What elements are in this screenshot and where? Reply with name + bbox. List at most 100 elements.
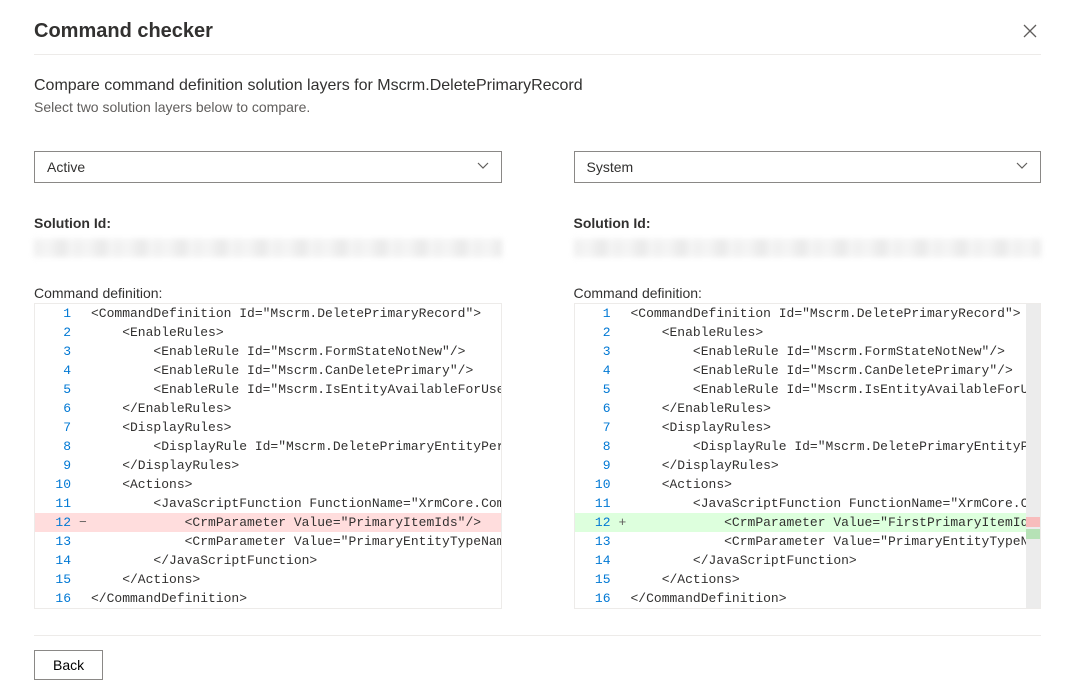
- code-line: 14 </JavaScriptFunction>: [35, 551, 501, 570]
- code-line: 12− <CrmParameter Value="PrimaryItemIds"…: [35, 513, 501, 532]
- dialog-hint: Select two solution layers below to comp…: [34, 99, 1041, 115]
- diff-sign: [79, 380, 91, 399]
- line-number: 15: [35, 570, 79, 589]
- code-line: 16</CommandDefinition>: [35, 589, 501, 608]
- line-number: 7: [35, 418, 79, 437]
- code-line: 8 <DisplayRule Id="Mscrm.DeletePrimaryEn…: [575, 437, 1041, 456]
- line-number: 3: [575, 342, 619, 361]
- left-code-pane: 1<CommandDefinition Id="Mscrm.DeletePrim…: [34, 303, 502, 609]
- code-line: 13 <CrmParameter Value="PrimaryEntityTyp…: [575, 532, 1041, 551]
- line-number: 11: [35, 494, 79, 513]
- diff-sign: [79, 361, 91, 380]
- line-number: 6: [575, 399, 619, 418]
- redacted-strip: [574, 239, 1042, 257]
- right-code-pane: 1<CommandDefinition Id="Mscrm.DeletePrim…: [574, 303, 1042, 609]
- code-text: </Actions>: [631, 570, 1041, 589]
- left-code-body[interactable]: 1<CommandDefinition Id="Mscrm.DeletePrim…: [35, 304, 501, 608]
- left-column: Active Solution Id: Command definition: …: [34, 151, 502, 609]
- code-line: 11 <JavaScriptFunction FunctionName="Xrm…: [35, 494, 501, 513]
- diff-sign: [619, 437, 631, 456]
- code-line: 5 <EnableRule Id="Mscrm.IsEntityAvailabl…: [575, 380, 1041, 399]
- chevron-down-icon: [477, 161, 489, 173]
- diff-sign: [79, 304, 91, 323]
- ruler-mark-added: [1026, 529, 1040, 539]
- diff-sign: [619, 304, 631, 323]
- line-number: 9: [35, 456, 79, 475]
- code-line: 13 <CrmParameter Value="PrimaryEntityTyp…: [35, 532, 501, 551]
- code-line: 15 </Actions>: [575, 570, 1041, 589]
- code-line: 10 <Actions>: [575, 475, 1041, 494]
- left-solution-id-label: Solution Id:: [34, 215, 502, 231]
- diff-sign: [619, 589, 631, 608]
- line-number: 12: [35, 513, 79, 532]
- diff-sign: [619, 551, 631, 570]
- code-text: <CrmParameter Value="PrimaryEntityTypeNa…: [91, 532, 501, 551]
- code-line: 2 <EnableRules>: [35, 323, 501, 342]
- right-code-body[interactable]: 1<CommandDefinition Id="Mscrm.DeletePrim…: [575, 304, 1041, 608]
- code-text: <EnableRule Id="Mscrm.FormStateNotNew"/>: [631, 342, 1041, 361]
- footer-divider: [34, 635, 1041, 636]
- code-line: 3 <EnableRule Id="Mscrm.FormStateNotNew"…: [575, 342, 1041, 361]
- line-number: 2: [575, 323, 619, 342]
- code-text: <EnableRule Id="Mscrm.FormStateNotNew"/>: [91, 342, 501, 361]
- code-line: 6 </EnableRules>: [35, 399, 501, 418]
- code-line: 2 <EnableRules>: [575, 323, 1041, 342]
- code-line: 1<CommandDefinition Id="Mscrm.DeletePrim…: [35, 304, 501, 323]
- code-text: <DisplayRules>: [631, 418, 1041, 437]
- code-text: </CommandDefinition>: [631, 589, 1041, 608]
- code-line: 7 <DisplayRules>: [35, 418, 501, 437]
- code-text: </JavaScriptFunction>: [91, 551, 501, 570]
- code-text: <EnableRule Id="Mscrm.CanDeletePrimary"/…: [631, 361, 1041, 380]
- line-number: 11: [575, 494, 619, 513]
- code-text: <Actions>: [631, 475, 1041, 494]
- code-text: </EnableRules>: [91, 399, 501, 418]
- right-layer-value: System: [587, 159, 634, 175]
- line-number: 6: [35, 399, 79, 418]
- diff-sign: [79, 551, 91, 570]
- dialog-header: Command checker: [34, 20, 1041, 46]
- code-line: 8 <DisplayRule Id="Mscrm.DeletePrimaryEn…: [35, 437, 501, 456]
- line-number: 9: [575, 456, 619, 475]
- line-number: 1: [35, 304, 79, 323]
- close-icon[interactable]: [1019, 20, 1041, 46]
- left-layer-select[interactable]: Active: [34, 151, 502, 183]
- right-column: System Solution Id: Command definition: …: [574, 151, 1042, 609]
- line-number: 5: [35, 380, 79, 399]
- code-line: 14 </JavaScriptFunction>: [575, 551, 1041, 570]
- right-layer-select[interactable]: System: [574, 151, 1042, 183]
- code-text: <Actions>: [91, 475, 501, 494]
- code-text: <CommandDefinition Id="Mscrm.DeletePrima…: [631, 304, 1041, 323]
- back-button[interactable]: Back: [34, 650, 103, 680]
- line-number: 12: [575, 513, 619, 532]
- line-number: 7: [575, 418, 619, 437]
- diff-sign: −: [79, 513, 91, 532]
- diff-sign: [79, 399, 91, 418]
- ruler-mark-removed: [1026, 517, 1040, 527]
- diff-sign: [619, 380, 631, 399]
- line-number: 16: [575, 589, 619, 608]
- code-text: <CrmParameter Value="PrimaryEntityTypeNa…: [631, 532, 1041, 551]
- code-text: <EnableRule Id="Mscrm.CanDeletePrimary"/…: [91, 361, 501, 380]
- code-text: </EnableRules>: [631, 399, 1041, 418]
- command-checker-dialog: Command checker Compare command definiti…: [0, 0, 1075, 666]
- line-number: 5: [575, 380, 619, 399]
- code-text: <EnableRule Id="Mscrm.IsEntityAvailableF…: [91, 380, 501, 399]
- code-text: <JavaScriptFunction FunctionName="XrmCor…: [631, 494, 1041, 513]
- code-text: <CrmParameter Value="FirstPrimaryItemId"…: [631, 513, 1041, 532]
- code-line: 5 <EnableRule Id="Mscrm.IsEntityAvailabl…: [35, 380, 501, 399]
- line-number: 15: [575, 570, 619, 589]
- diff-sign: [619, 494, 631, 513]
- diff-sign: [79, 475, 91, 494]
- line-number: 8: [575, 437, 619, 456]
- code-line: 12+ <CrmParameter Value="FirstPrimaryIte…: [575, 513, 1041, 532]
- code-text: </Actions>: [91, 570, 501, 589]
- code-text: <EnableRules>: [91, 323, 501, 342]
- right-solution-id-label: Solution Id:: [574, 215, 1042, 231]
- dialog-subtitle: Compare command definition solution laye…: [34, 77, 1041, 95]
- overview-ruler[interactable]: [1026, 304, 1040, 608]
- line-number: 14: [575, 551, 619, 570]
- line-number: 3: [35, 342, 79, 361]
- code-line: 3 <EnableRule Id="Mscrm.FormStateNotNew"…: [35, 342, 501, 361]
- redacted-strip: [34, 239, 502, 257]
- code-text: </DisplayRules>: [91, 456, 501, 475]
